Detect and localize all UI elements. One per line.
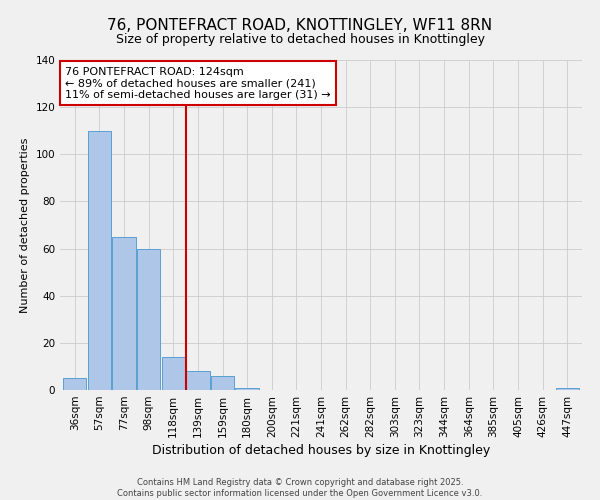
Bar [211,376,234,390]
Bar [186,371,209,390]
Bar [137,248,160,390]
Text: Contains HM Land Registry data © Crown copyright and database right 2025.
Contai: Contains HM Land Registry data © Crown c… [118,478,482,498]
Bar [235,388,259,390]
Bar [112,237,136,390]
Bar [556,388,579,390]
X-axis label: Distribution of detached houses by size in Knottingley: Distribution of detached houses by size … [152,444,490,457]
Text: 76, PONTEFRACT ROAD, KNOTTINGLEY, WF11 8RN: 76, PONTEFRACT ROAD, KNOTTINGLEY, WF11 8… [107,18,493,32]
Bar [63,378,86,390]
Text: 76 PONTEFRACT ROAD: 124sqm
← 89% of detached houses are smaller (241)
11% of sem: 76 PONTEFRACT ROAD: 124sqm ← 89% of deta… [65,66,331,100]
Y-axis label: Number of detached properties: Number of detached properties [20,138,30,312]
Bar [161,357,185,390]
Bar [88,130,111,390]
Text: Size of property relative to detached houses in Knottingley: Size of property relative to detached ho… [115,32,485,46]
